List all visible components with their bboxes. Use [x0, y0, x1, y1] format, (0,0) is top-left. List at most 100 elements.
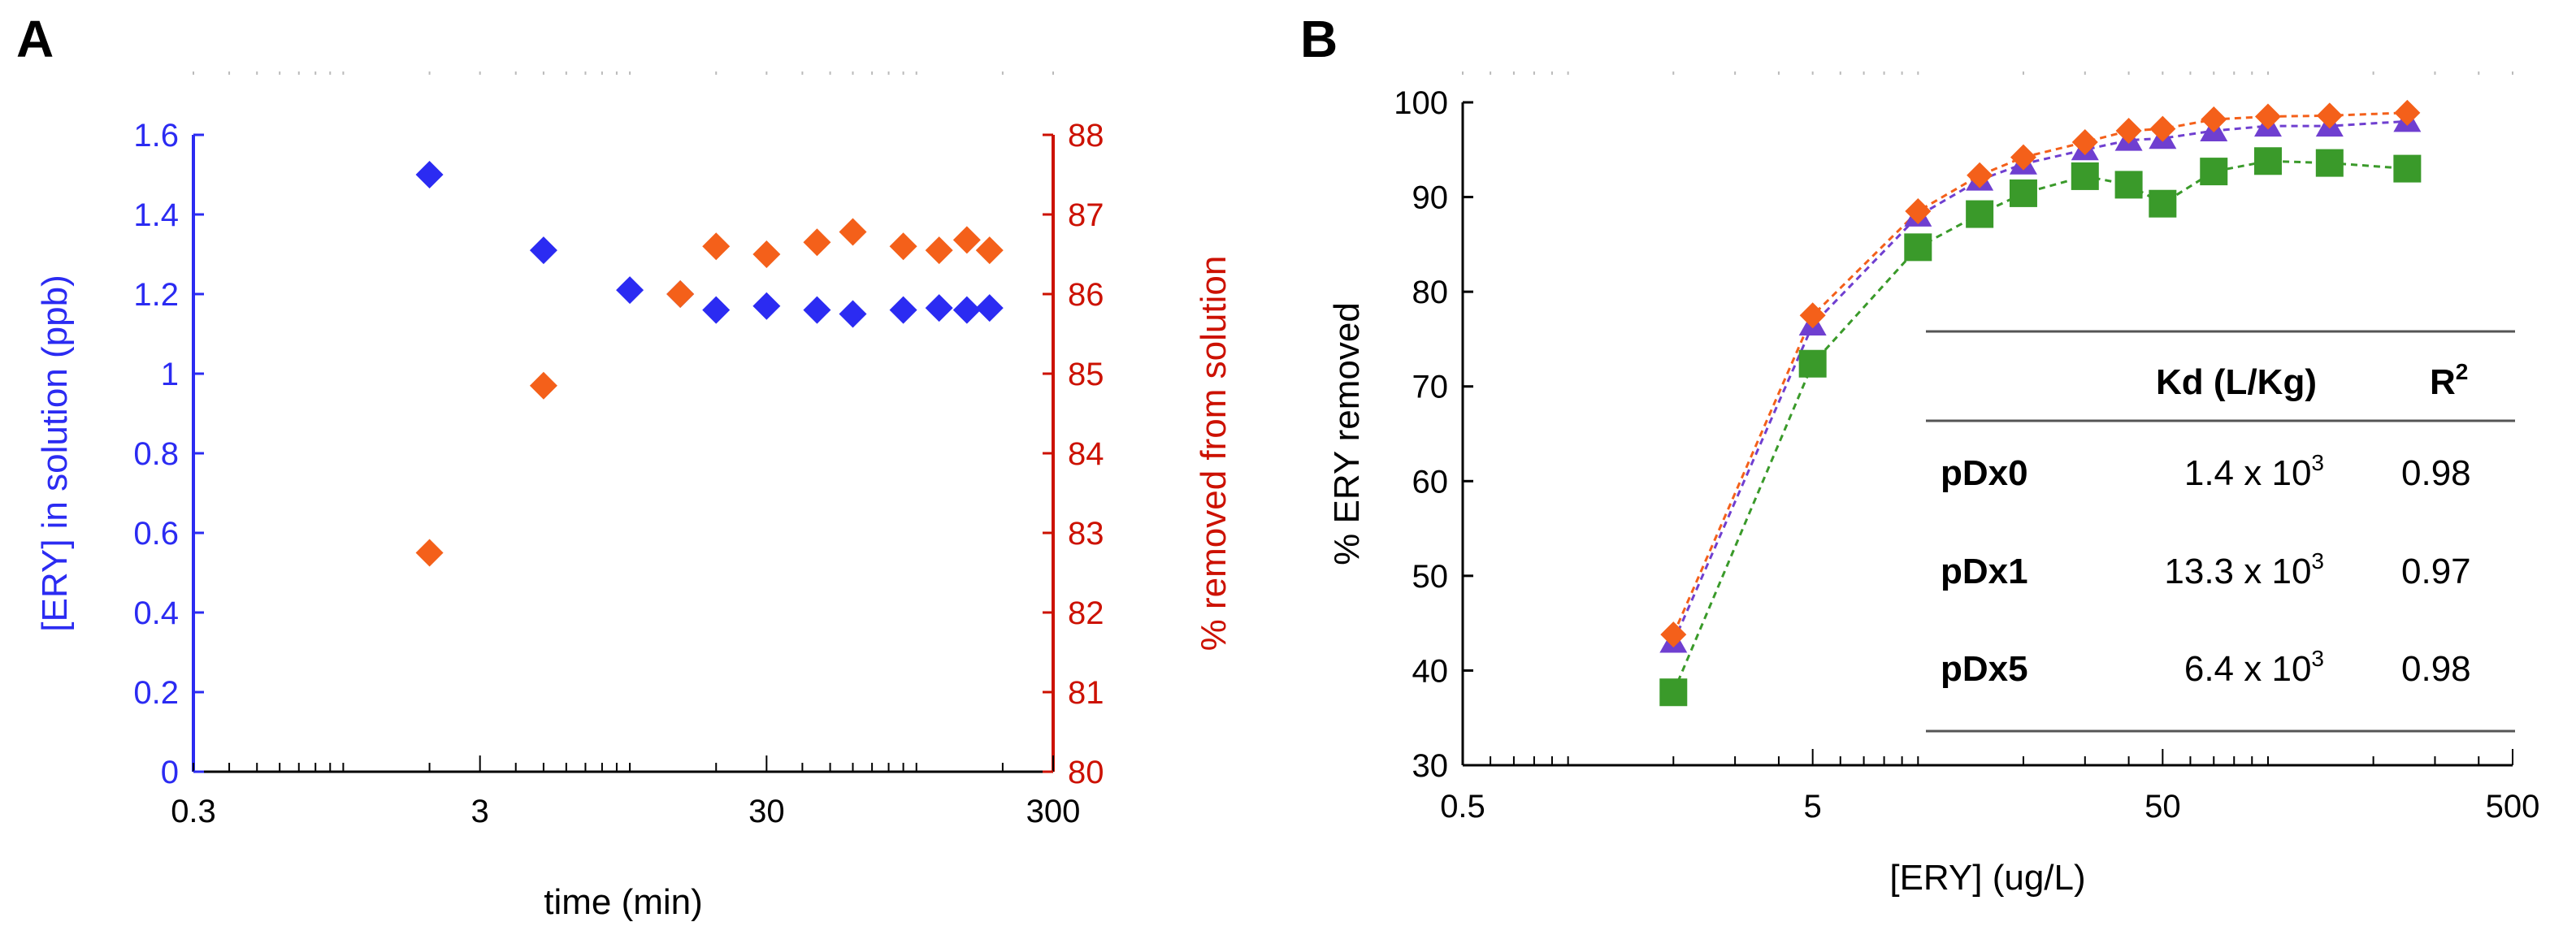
data-point [616, 276, 644, 305]
y2-axis-title: % removed from solution [1194, 256, 1234, 651]
y-tick-label: 0 [161, 755, 179, 790]
data-point [702, 232, 731, 261]
data-point [1967, 162, 1993, 188]
y-tick-label: 1 [161, 357, 179, 392]
data-point [2253, 147, 2282, 175]
data-point [952, 226, 981, 254]
y-tick-label: 70 [1412, 370, 1449, 405]
y-tick-label: 100 [1394, 85, 1448, 121]
y-tick-label: 0.2 [133, 675, 179, 711]
y2-tick-label: 83 [1068, 516, 1104, 552]
data-point [889, 232, 917, 261]
series-line [1672, 159, 2408, 693]
y-tick-label: 0.4 [133, 595, 179, 631]
y-tick-label: 0.8 [133, 436, 179, 472]
y-tick-label: 50 [1412, 559, 1449, 595]
table-row-r2: 0.97 [2401, 552, 2471, 591]
data-point [1798, 349, 1827, 378]
y-tick-label: 80 [1412, 275, 1449, 310]
x-tick-label: 30 [748, 794, 785, 829]
data-point [752, 292, 781, 320]
data-point [839, 300, 867, 328]
x-tick-label: 0.3 [171, 794, 216, 829]
table-row-r2: 0.98 [2401, 453, 2471, 493]
y-tick-label: 40 [1412, 653, 1449, 689]
data-point [2200, 158, 2228, 186]
y2-tick-label: 85 [1068, 357, 1104, 392]
y-tick-label: 1.2 [133, 277, 179, 313]
y-tick-label: 90 [1412, 180, 1449, 216]
y-axis-title: [ERY] in solution (ppb) [35, 275, 75, 631]
kd-table: Kd (L/Kg) R2 pDx0 1.4 x 103 0.98 pDx1 13… [1926, 330, 2515, 733]
data-point [2009, 179, 2037, 207]
data-point [2201, 106, 2227, 132]
data-point [2149, 189, 2177, 218]
series-line [1672, 119, 2408, 643]
data-point [1659, 678, 1688, 707]
data-point [2115, 117, 2142, 144]
data-point [702, 296, 731, 324]
y2-tick-label: 84 [1068, 436, 1104, 472]
data-point [1660, 621, 1687, 648]
chart-a: 0.3 3 30 300 0 0.2 0.4 0.6 0.8 1 1.2 1.4 1.6 80 81 82 83… [35, 71, 1234, 922]
x-tick-label: 50 [2144, 789, 2181, 825]
table-header-kd: Kd (L/Kg) [2156, 362, 2317, 402]
y-tick-label: 0.6 [133, 516, 179, 552]
panel-a-letter: A [16, 10, 54, 68]
table-row-label: pDx5 [1941, 649, 2028, 689]
data-point [752, 240, 781, 268]
data-point [2010, 144, 2036, 171]
data-point [975, 294, 1004, 322]
x-axis-title: time (min) [544, 882, 703, 922]
x-axis-title: [ERY] (ug/L) [1889, 858, 2085, 898]
y2-tick-label: 80 [1068, 755, 1104, 790]
table-header-r2: R2 [2430, 359, 2468, 402]
data-point [2149, 115, 2176, 142]
data-point [889, 296, 917, 324]
data-point [2315, 149, 2344, 177]
data-point [2393, 154, 2422, 183]
table-row-label: pDx0 [1941, 453, 2028, 493]
panel-b-letter: B [1300, 10, 1338, 68]
x-tick-label: 3 [471, 794, 489, 829]
table-row-r2: 0.98 [2401, 649, 2471, 689]
data-point [2114, 171, 2143, 199]
data-point [1904, 233, 1932, 262]
data-point [2394, 99, 2421, 126]
chart-b: 0.5 5 50 500 30 40 50 60 70 80 90 100 [ERY] (ug/L) % … [1327, 71, 2539, 898]
y2-tick-label: 81 [1068, 675, 1104, 711]
data-point [925, 236, 953, 265]
x-tick-label: 500 [2486, 789, 2540, 825]
data-point [2071, 128, 2098, 155]
y2-tick-label: 87 [1068, 197, 1104, 233]
data-point [1905, 198, 1932, 225]
x-tick-label: 0.5 [1440, 789, 1485, 825]
data-point [666, 280, 695, 308]
y2-tick-label: 86 [1068, 277, 1104, 313]
y-tick-label: 30 [1412, 748, 1449, 784]
y-tick-label: 1.4 [133, 197, 179, 233]
data-point [1799, 302, 1826, 329]
series-line [1672, 111, 2408, 635]
data-point [1966, 200, 1994, 228]
data-point [803, 228, 831, 257]
data-point [2071, 162, 2099, 190]
y2-tick-label: 88 [1068, 118, 1104, 154]
y-tick-label: 1.6 [133, 118, 179, 154]
y2-tick-label: 82 [1068, 595, 1104, 631]
data-point [415, 539, 444, 567]
table-row-kd: 6.4 x 103 [2184, 646, 2324, 689]
data-point [952, 296, 981, 324]
data-point [529, 236, 557, 265]
table-row-kd: 1.4 x 103 [2184, 450, 2324, 493]
data-point [839, 218, 867, 246]
data-point [2316, 102, 2343, 129]
y-axis-title: % ERY removed [1327, 302, 1367, 565]
data-point [803, 296, 831, 324]
data-point [975, 236, 1004, 265]
x-tick-label: 5 [1804, 789, 1822, 825]
x-tick-label: 300 [1026, 794, 1081, 829]
data-point [415, 161, 444, 188]
data-point [925, 294, 953, 322]
